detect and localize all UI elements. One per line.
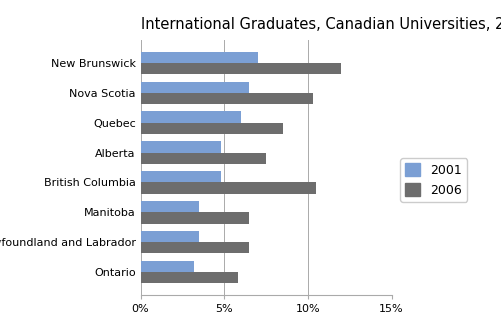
Legend: 2001, 2006: 2001, 2006 <box>399 158 466 202</box>
Bar <box>140 141 220 152</box>
Bar <box>140 261 194 272</box>
Bar <box>140 212 249 223</box>
Bar <box>140 52 257 63</box>
Bar <box>140 123 282 134</box>
Bar <box>140 152 266 164</box>
Bar <box>140 82 249 93</box>
Bar <box>140 272 237 283</box>
Bar <box>140 93 312 104</box>
Bar <box>140 242 249 253</box>
Bar <box>140 63 341 74</box>
Bar <box>140 231 199 242</box>
Bar <box>140 171 220 183</box>
Bar <box>140 112 240 123</box>
Text: International Graduates, Canadian Universities, 2001 & 2006: International Graduates, Canadian Univer… <box>140 17 501 32</box>
Bar <box>140 201 199 212</box>
Bar <box>140 183 316 194</box>
